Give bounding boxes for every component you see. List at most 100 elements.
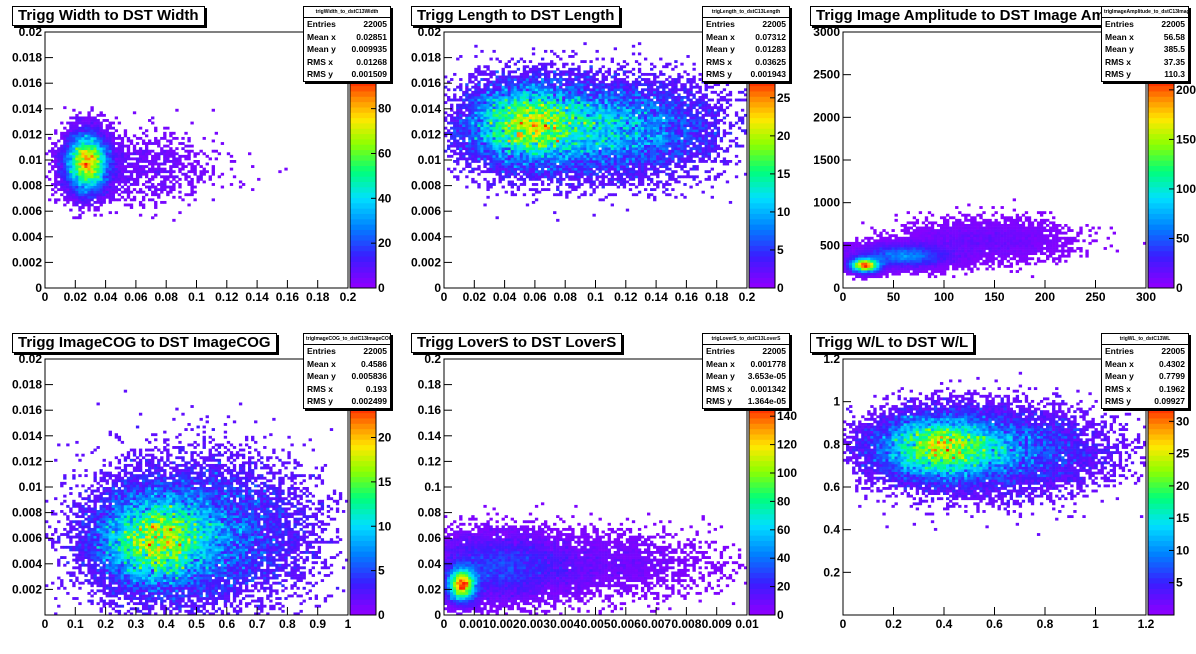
palette-tick-label: 0 [378,281,385,295]
heatmap-cell [157,152,161,156]
heatmap-cell [543,154,548,158]
heatmap-cell [519,152,524,156]
heatmap-cell [577,154,581,158]
heatmap-cell [637,136,642,140]
heatmap-cell [680,83,684,87]
heatmap-cell [695,167,699,171]
heatmap-cell [650,172,654,176]
heatmap-cell [601,185,605,189]
y-tick-label: 0.01 [418,153,442,167]
heatmap-cell [562,65,566,69]
heatmap-cell [78,195,82,199]
heatmap-cell [598,80,602,84]
heatmap-cell [613,134,618,138]
heatmap-cell [631,111,636,115]
heatmap-cell [643,103,648,107]
heatmap-cell [108,162,112,166]
heatmap-cell [613,129,618,133]
heatmap-cell [81,167,85,171]
heatmap-cell [108,139,112,143]
heatmap-cell [163,200,167,204]
heatmap-cell [619,134,624,138]
heatmap-cell [713,124,717,128]
heatmap-cell [69,129,73,133]
heatmap-cell [178,162,182,166]
heatmap-cell [580,142,584,145]
heatmap-cell [647,162,651,166]
heatmap-cell [622,177,627,181]
heatmap-cell [894,272,898,276]
heatmap-cell [99,162,103,166]
heatmap-cell [51,193,55,197]
heatmap-cell [489,70,493,74]
heatmap-cell [625,157,630,161]
heatmap-cell [543,175,548,179]
heatmap-cell [734,144,739,148]
heatmap-cell [531,136,536,140]
heatmap-cell [674,177,678,181]
heatmap-cell [631,183,636,186]
heatmap-cell [510,129,514,133]
heatmap-cell [734,142,739,145]
heatmap-cell [102,162,106,166]
heatmap-cell [157,183,161,186]
heatmap-cell [601,126,605,130]
heatmap-cell [99,188,103,192]
heatmap-cell [692,126,696,130]
heatmap-cell [54,185,58,189]
heatmap-cell [537,126,542,130]
heatmap-cell [123,175,128,179]
heatmap-cell [689,134,693,138]
heatmap-cell [519,101,524,104]
heatmap-cell [468,75,472,79]
heatmap-cell [477,124,481,128]
heatmap-cell [547,119,551,122]
heatmap-cell [568,185,572,189]
heatmap-cell [525,157,530,161]
heatmap-cell [668,149,672,153]
heatmap-cell [637,147,642,151]
heatmap-cell [157,142,161,145]
heatmap-cell [625,70,630,74]
heatmap-cell [138,200,143,204]
heatmap-cell [471,121,475,125]
heatmap-cell [510,190,514,194]
heatmap-cell [571,121,575,125]
stats-label: RMS x [307,56,333,67]
heatmap-cell [613,119,618,122]
heatmap-cell [504,167,508,171]
heatmap-cell [625,134,630,138]
heatmap-cell [568,80,572,84]
heatmap-cell [495,162,499,166]
heatmap-cell [81,149,85,153]
heatmap-cell [87,139,91,143]
heatmap-cell [486,124,490,128]
heatmap-cell [849,267,853,271]
heatmap-cell [671,172,675,176]
heatmap-cell [241,183,246,186]
heatmap-cell [550,85,554,89]
heatmap-cell [450,98,454,102]
heatmap-cell [610,165,614,168]
heatmap-cell [504,119,508,122]
heatmap-cell [589,67,593,71]
heatmap-cell [87,131,91,135]
heatmap-cell [474,131,478,135]
heatmap-cell [653,160,657,163]
heatmap-cell [507,142,511,145]
heatmap-cell [543,124,548,128]
heatmap-cell [102,165,106,168]
heatmap-cell [501,96,505,99]
heatmap-cell [474,101,478,104]
heatmap-cell [93,154,97,158]
heatmap-cell [208,175,212,179]
heatmap-cell [148,170,152,174]
heatmap-cell [680,129,684,133]
heatmap-cell [531,188,536,192]
heatmap-cell [522,124,527,128]
heatmap-cell [565,190,569,194]
heatmap-cell [154,175,158,179]
heatmap-cell [698,119,702,122]
heatmap-cell [187,154,191,158]
heatmap-cell [680,111,684,115]
